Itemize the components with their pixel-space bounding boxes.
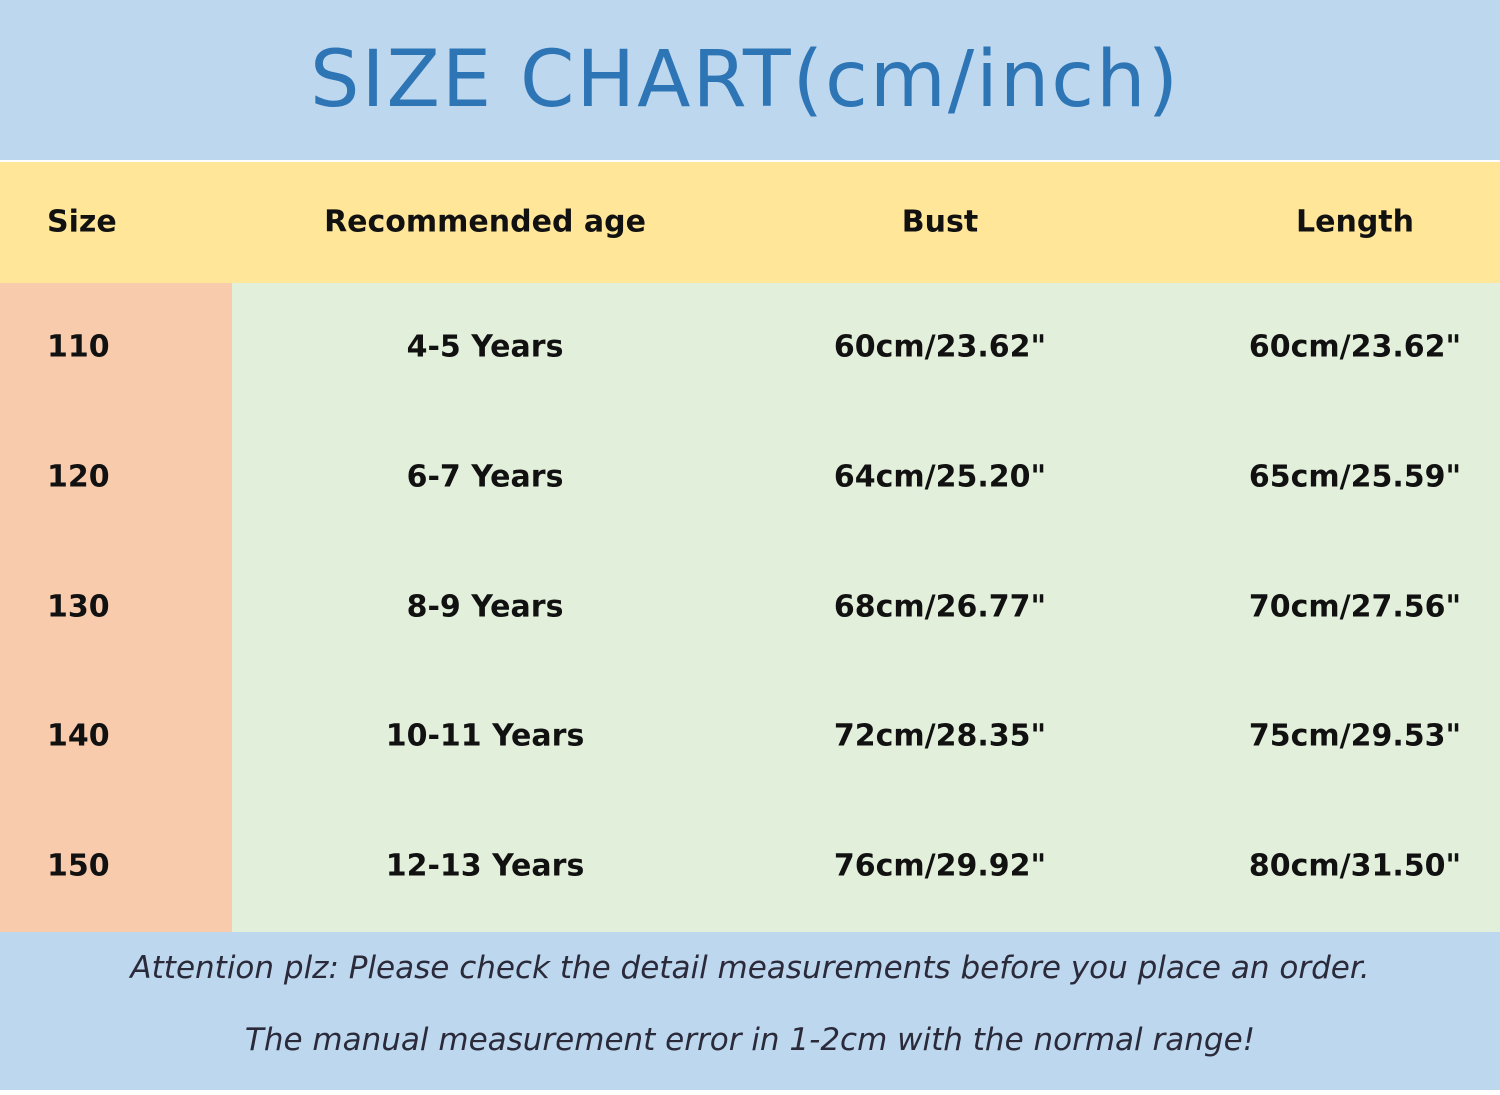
cell-recommended-age: 4-5 Years <box>406 329 564 365</box>
cell-length: 75cm/29.53" <box>1248 718 1462 754</box>
cell-recommended-age: 6-7 Years <box>406 459 564 495</box>
cell-size: 120 <box>47 459 110 495</box>
cell-bust: 60cm/23.62" <box>833 329 1047 365</box>
table-row: 110 4-5 Years 60cm/23.62" 60cm/23.62" <box>0 283 1500 413</box>
size-column-background <box>0 283 232 932</box>
footer-notes: Attention plz: Please check the detail m… <box>0 932 1500 1090</box>
cell-length: 60cm/23.62" <box>1248 329 1462 365</box>
attention-note: Attention plz: Please check the detail m… <box>130 950 1370 986</box>
cell-size: 130 <box>47 589 110 625</box>
cell-length: 80cm/31.50" <box>1248 848 1462 884</box>
header-size: Size <box>47 204 117 240</box>
data-cells-background <box>232 283 1500 932</box>
cell-bust: 72cm/28.35" <box>833 718 1047 754</box>
cell-size: 140 <box>47 718 110 754</box>
header-recommended-age: Recommended age <box>324 204 646 240</box>
table-row: 150 12-13 Years 76cm/29.92" 80cm/31.50" <box>0 802 1500 932</box>
header-length: Length <box>1296 204 1414 240</box>
cell-recommended-age: 8-9 Years <box>406 589 564 625</box>
table-header-row: Size Recommended age Bust Length <box>0 162 1500 283</box>
cell-length: 70cm/27.56" <box>1248 589 1462 625</box>
cell-size: 110 <box>47 329 110 365</box>
measurement-error-note: The manual measurement error in 1-2cm wi… <box>244 1022 1256 1058</box>
cell-recommended-age: 10-11 Years <box>385 718 585 754</box>
table-row: 130 8-9 Years 68cm/26.77" 70cm/27.56" <box>0 543 1500 673</box>
cell-bust: 76cm/29.92" <box>833 848 1047 884</box>
title-band: SIZE CHART(cm/inch) <box>0 0 1500 160</box>
header-bust: Bust <box>901 204 979 240</box>
cell-recommended-age: 12-13 Years <box>385 848 585 884</box>
page-title: SIZE CHART(cm/inch) <box>309 35 1181 125</box>
cell-bust: 68cm/26.77" <box>833 589 1047 625</box>
table-row: 120 6-7 Years 64cm/25.20" 65cm/25.59" <box>0 413 1500 543</box>
cell-length: 65cm/25.59" <box>1248 459 1462 495</box>
table-row: 140 10-11 Years 72cm/28.35" 75cm/29.53" <box>0 672 1500 802</box>
cell-size: 150 <box>47 848 110 884</box>
cell-bust: 64cm/25.20" <box>833 459 1047 495</box>
